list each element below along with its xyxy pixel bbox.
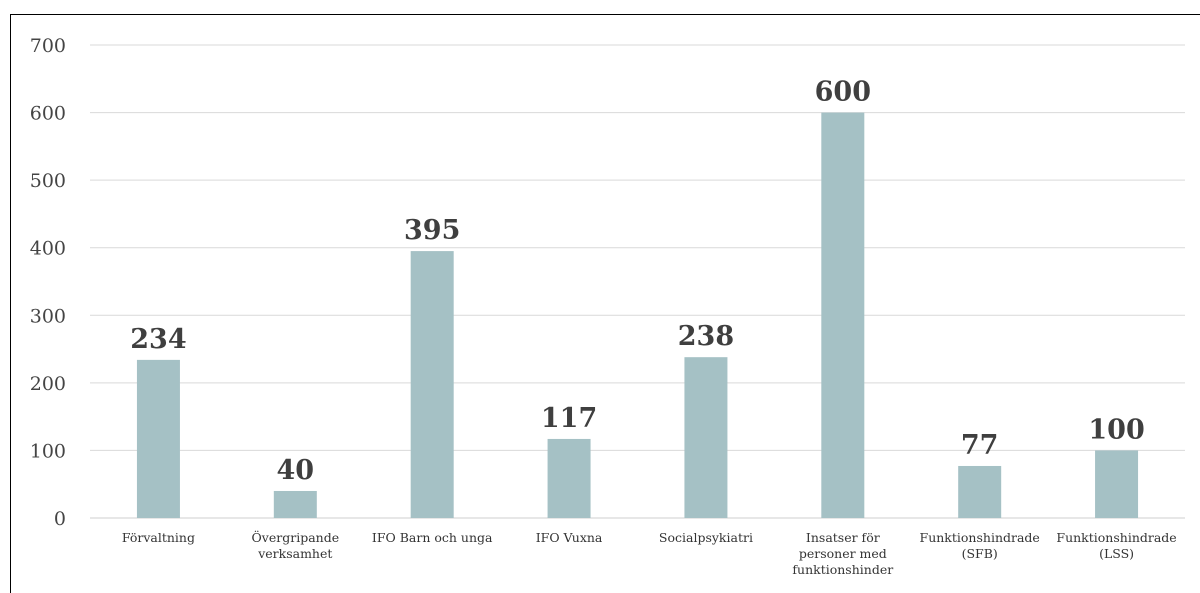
data-label: 100 xyxy=(1088,414,1144,445)
x-tick-label: Förvaltning xyxy=(122,530,195,545)
bar xyxy=(821,112,865,519)
x-tick-label-line: Övergripande xyxy=(252,529,340,545)
x-tick-label-line: Funktionshindrade xyxy=(1056,530,1176,545)
y-tick-label: 300 xyxy=(30,305,66,327)
bar xyxy=(547,438,591,518)
bar xyxy=(273,490,317,518)
x-tick-label-line: Förvaltning xyxy=(122,530,195,545)
x-tick-label-line: Socialpsykiatri xyxy=(659,530,753,545)
y-tick-label: 500 xyxy=(30,170,66,192)
x-tick-label: Socialpsykiatri xyxy=(659,530,753,545)
x-tick-label: Funktionshindrade (SFB) xyxy=(920,530,1040,561)
x-tick-label: Funktionshindrade (LSS) xyxy=(1056,530,1176,561)
data-label: 40 xyxy=(277,455,315,486)
bar xyxy=(958,465,1002,518)
y-tick-label: 200 xyxy=(30,373,66,395)
bar xyxy=(410,251,454,519)
data-label: 395 xyxy=(404,215,460,246)
x-tick-label-line: (SFB) xyxy=(962,546,998,561)
y-tick-label: 100 xyxy=(30,440,66,462)
x-tick-label-line: IFO Barn och unga xyxy=(372,530,493,545)
x-tick-label: Övergripande verksamhet xyxy=(252,529,340,561)
x-tick-label-line: personer med xyxy=(799,546,887,561)
chart-frame xyxy=(10,14,1200,593)
x-tick-label-line: Insatser för xyxy=(806,530,880,545)
x-tick-label-line: funktionshinder xyxy=(792,562,893,577)
x-tick-label: IFO Barn och unga xyxy=(372,530,493,545)
data-label: 238 xyxy=(678,321,734,352)
data-label: 77 xyxy=(961,430,999,461)
bar xyxy=(136,359,180,518)
y-tick-label: 600 xyxy=(30,103,66,125)
x-tick-label-line: IFO Vuxna xyxy=(536,530,603,545)
x-tick-label: Insatser för personer med funktionshinder xyxy=(792,530,893,577)
y-tick-label: 700 xyxy=(30,35,66,57)
y-tick-label: 400 xyxy=(30,238,66,260)
y-tick-label: 0 xyxy=(54,508,66,530)
data-label: 117 xyxy=(541,403,597,434)
bar xyxy=(684,357,728,518)
data-label: 600 xyxy=(815,77,871,108)
bar xyxy=(1095,450,1139,518)
data-label: 234 xyxy=(130,324,186,355)
x-tick-label-line: Funktionshindrade xyxy=(920,530,1040,545)
x-tick-label-line: (LSS) xyxy=(1099,546,1134,561)
x-tick-label-line: verksamhet xyxy=(257,546,332,561)
x-tick-label: IFO Vuxna xyxy=(536,530,603,545)
